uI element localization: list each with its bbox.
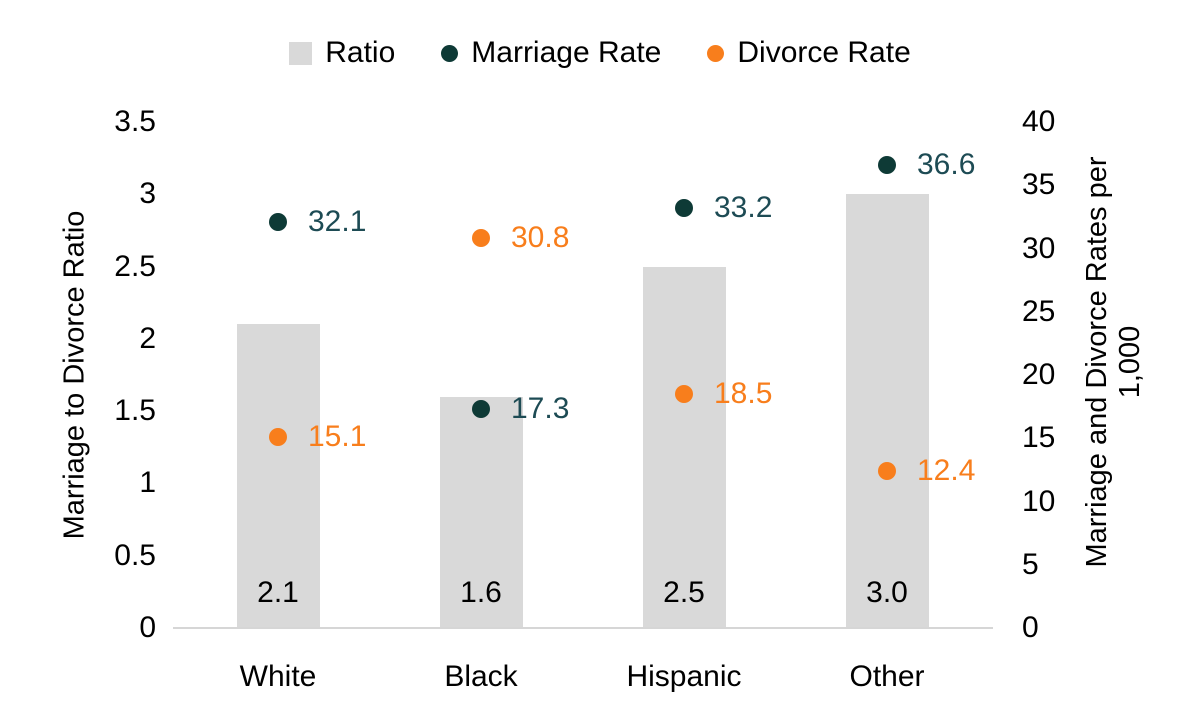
marriage-rate-dot: [675, 199, 693, 218]
marriage-rate-value-label: 33.2: [714, 191, 773, 225]
right-axis-title: Marriage and Divorce Rates per 1,000: [1081, 156, 1147, 567]
right-axis-tick: 20: [1022, 358, 1056, 391]
ratio-bar: [236, 324, 320, 628]
right-axis-tick: 30: [1022, 231, 1056, 265]
category-label-white: White: [239, 660, 317, 693]
dot-legend-marker-icon: [441, 44, 459, 62]
right-axis-tick: 40: [1022, 105, 1056, 138]
right-axis-title-line2: 1,000: [1114, 325, 1146, 399]
legend-item-marriage-rate: Marriage Rate: [441, 36, 661, 70]
marriage-rate-dot: [269, 212, 287, 231]
divorce-rate-dot: [472, 229, 490, 248]
ratio-bar: [439, 396, 523, 628]
divorce-rate-value-label: 30.8: [511, 221, 570, 255]
left-axis-tick: 3.5: [114, 105, 156, 138]
divorce-rate-dot: [269, 427, 287, 446]
left-axis-tick: 3: [139, 177, 156, 211]
divorce-rate-value-label: 12.4: [917, 454, 976, 488]
divorce-rate-dot: [675, 384, 693, 403]
right-axis-tick: 25: [1022, 294, 1056, 328]
left-axis-tick: 1: [139, 466, 156, 500]
right-axis-tick: 15: [1022, 421, 1056, 455]
right-axis-tick: 10: [1022, 484, 1056, 518]
ratio-bar: [642, 266, 726, 628]
left-axis-tick: 0: [139, 611, 156, 644]
x-axis-line: [173, 627, 993, 629]
left-axis-tick: 0.5: [114, 538, 156, 572]
divorce-rate-value-label: 15.1: [308, 419, 367, 453]
left-axis-tick: 1.5: [114, 394, 156, 428]
marriage-rate-value-label: 32.1: [308, 204, 367, 238]
right-axis-tick: 5: [1022, 547, 1039, 581]
dot-legend-marker-icon: [707, 44, 725, 62]
legend-label: Marriage Rate: [471, 36, 662, 69]
legend-label: Ratio: [325, 36, 396, 69]
marriage-rate-dot: [472, 400, 490, 419]
category-label-black: Black: [444, 660, 518, 693]
left-axis-tick: 2: [139, 321, 156, 355]
category-label-other: Other: [849, 660, 925, 693]
ratio-bar-value-label: 3.0: [866, 576, 908, 609]
divorce-rate-dot: [878, 462, 896, 481]
marriage-rate-dot: [878, 156, 896, 174]
ratio-bar-value-label: 2.1: [257, 576, 299, 609]
divorce-rate-value-label: 18.5: [714, 376, 773, 410]
ratio-bar-value-label: 2.5: [663, 576, 705, 609]
ratio-bar: [845, 194, 929, 628]
legend-item-divorce-rate: Divorce Rate: [707, 36, 911, 70]
legend-item-ratio: Ratio: [289, 36, 395, 70]
legend: Ratio Marriage Rate Divorce Rate: [0, 30, 1200, 76]
legend-label: Divorce Rate: [737, 36, 911, 69]
category-label-hispanic: Hispanic: [626, 660, 742, 693]
left-axis-tick: 2.5: [114, 249, 156, 283]
right-axis-tick: 35: [1022, 168, 1056, 202]
marriage-rate-value-label: 36.6: [917, 148, 976, 181]
marriage-rate-value-label: 17.3: [511, 392, 570, 426]
ratio-bar-value-label: 1.6: [460, 576, 502, 609]
right-axis-tick: 0: [1022, 611, 1039, 644]
right-axis-title-line1: Marriage and Divorce Rates per: [1081, 156, 1113, 568]
bar-legend-swatch-icon: [289, 41, 313, 65]
